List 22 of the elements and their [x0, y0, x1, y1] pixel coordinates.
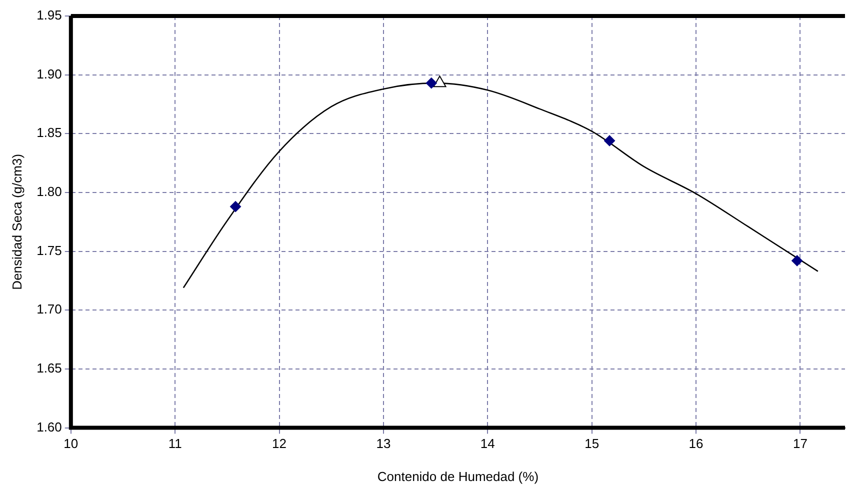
x-tick-label: 12 — [272, 436, 287, 452]
point — [604, 135, 616, 146]
y-tick-label: 1.90 — [36, 66, 62, 82]
y-tick-label: 1.60 — [36, 419, 62, 434]
point — [230, 201, 242, 212]
y-tick-label: 1.65 — [36, 360, 62, 376]
y-tick-label: 1.80 — [36, 184, 62, 200]
y-axis-title: Densidad Seca (g/cm3) — [9, 154, 24, 290]
x-tick-label: 10 — [64, 436, 78, 452]
y-tick-label: 1.75 — [36, 242, 62, 258]
x-tick-label: 14 — [480, 436, 495, 452]
y-tick-label: 1.70 — [36, 302, 62, 317]
y-tick-label: 1.95 — [36, 8, 62, 23]
y-tick-label: 1.85 — [36, 125, 62, 140]
x-tick-label: 11 — [168, 436, 182, 452]
x-tick-label: 15 — [584, 436, 600, 452]
point — [426, 78, 437, 89]
x-axis-title: Contenido de Humedad (%) — [377, 468, 539, 484]
x-tick-label: 13 — [376, 436, 391, 452]
x-tick-label: 17 — [792, 436, 808, 452]
point — [792, 255, 803, 266]
x-tick-label: 16 — [688, 436, 704, 452]
